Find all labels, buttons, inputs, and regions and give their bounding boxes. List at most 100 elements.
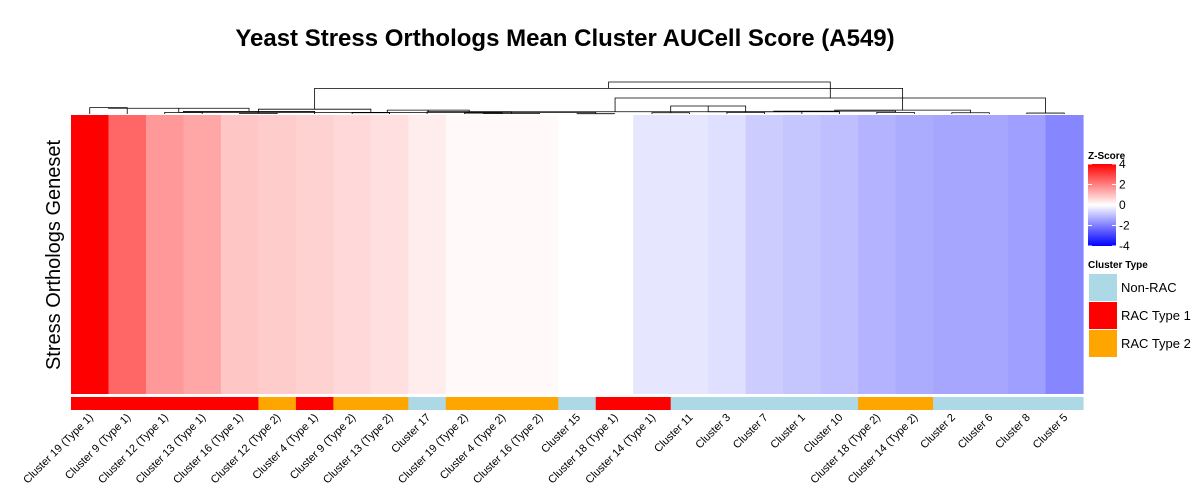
annotation-cell xyxy=(1045,397,1084,410)
column-label: Cluster 19 (Type 2) xyxy=(396,412,471,487)
cluster-type-legend: Cluster Type Non-RAC RAC Type 1 RAC Type 2 xyxy=(1088,260,1191,357)
column-label: Cluster 12 (Type 1) xyxy=(96,412,171,487)
column-label: Cluster 14 (Type 1) xyxy=(583,412,658,487)
zscore-legend: Z-Score 4 2 0 -2 -4 xyxy=(1088,151,1130,253)
zscore-tick-label: 4 xyxy=(1119,157,1126,171)
annotation-cell xyxy=(1008,397,1047,410)
heatmap-cell xyxy=(108,115,147,394)
annotation-cell xyxy=(858,397,897,410)
annotation-cell xyxy=(933,397,972,410)
chart-title: Yeast Stress Orthologs Mean Cluster AUCe… xyxy=(235,25,894,52)
zscore-gradient-bar xyxy=(1088,164,1116,246)
column-label: Cluster 6 xyxy=(956,412,996,452)
column-labels: Cluster 19 (Type 1)Cluster 9 (Type 1)Clu… xyxy=(21,412,1070,487)
heatmap-cell xyxy=(558,115,597,394)
heatmap-cell xyxy=(708,115,747,394)
annotation-cell xyxy=(483,397,522,410)
heatmap-cell xyxy=(145,115,185,394)
annotation-cell xyxy=(558,397,597,410)
annotation-cell xyxy=(108,397,147,410)
annotation-cell xyxy=(408,397,447,410)
heatmap-cell xyxy=(183,115,222,394)
heatmap-cell xyxy=(445,115,484,394)
heatmap-cell xyxy=(408,115,447,394)
column-label: Cluster 16 (Type 2) xyxy=(471,412,546,487)
heatmap-cell xyxy=(1008,115,1047,394)
column-label: Cluster 5 xyxy=(1031,412,1071,452)
cluster-type-swatch xyxy=(1089,302,1117,329)
dendrogram-branch xyxy=(726,112,765,114)
annotation-cell xyxy=(520,397,559,410)
heatmap-cell xyxy=(333,115,372,394)
column-label: Cluster 2 xyxy=(918,412,958,452)
zscore-tick-label: -4 xyxy=(1119,239,1130,253)
zscore-tick-label: 0 xyxy=(1119,198,1126,212)
column-label: Cluster 13 (Type 1) xyxy=(134,412,209,487)
column-label: Cluster 14 (Type 2) xyxy=(846,412,921,487)
column-label: Cluster 16 (Type 1) xyxy=(171,412,246,487)
cluster-type-label: RAC Type 1 xyxy=(1121,308,1191,323)
column-label: Cluster 12 (Type 2) xyxy=(209,412,284,487)
dendrogram-branch xyxy=(951,112,990,114)
annotation-cell xyxy=(370,397,409,410)
cluster-type-swatch xyxy=(1089,274,1117,301)
heatmap-cell xyxy=(258,115,297,394)
heatmap-cells xyxy=(71,115,1084,394)
heatmap-cell xyxy=(220,115,260,394)
column-label: Cluster 9 (Type 2) xyxy=(288,412,358,482)
cluster-type-annotation-bar xyxy=(71,397,1084,410)
dendrogram-branch xyxy=(608,81,831,98)
annotation-cell xyxy=(633,397,672,410)
heatmap-cell xyxy=(970,115,1009,394)
column-label: Cluster 7 xyxy=(731,412,771,452)
zscore-tick-label: -2 xyxy=(1119,219,1130,233)
heatmap-cell xyxy=(783,115,822,394)
cluster-type-label: Non-RAC xyxy=(1121,280,1177,295)
zscore-legend-ticks: 4 2 0 -2 -4 xyxy=(1088,157,1130,253)
dendrogram-branch xyxy=(1026,112,1065,114)
heatmap-cell xyxy=(895,115,934,394)
annotation-cell xyxy=(783,397,822,410)
y-axis-label: Stress Orthologs Geneset xyxy=(43,140,65,371)
annotation-cell xyxy=(333,397,372,410)
annotation-cell xyxy=(183,397,222,410)
dendrogram-branch xyxy=(314,88,904,111)
heatmap-cell xyxy=(933,115,972,394)
annotation-cell xyxy=(220,397,260,410)
column-label: Cluster 13 (Type 2) xyxy=(321,412,396,487)
annotation-cell xyxy=(745,397,784,410)
heatmap-cell xyxy=(1045,115,1084,394)
column-dendrogram xyxy=(89,81,1065,115)
annotation-cell xyxy=(295,397,334,410)
zscore-tick-label: 2 xyxy=(1119,178,1126,192)
annotation-cell xyxy=(258,397,297,410)
column-label: Cluster 9 (Type 1) xyxy=(63,412,133,482)
dendrogram-branch xyxy=(351,112,390,114)
heatmap-cell xyxy=(370,115,409,394)
heatmap-cell xyxy=(595,115,634,394)
dendrogram-branch xyxy=(239,112,278,114)
column-label: Cluster 8 xyxy=(993,412,1033,452)
column-label: Cluster 4 (Type 1) xyxy=(250,412,320,482)
annotation-cell xyxy=(445,397,484,410)
annotation-cell xyxy=(595,397,634,410)
zscore-legend-title: Z-Score xyxy=(1088,151,1126,162)
heatmap-cell xyxy=(483,115,522,394)
cluster-type-label: RAC Type 2 xyxy=(1121,336,1191,351)
annotation-cell xyxy=(820,397,859,410)
heatmap-cell xyxy=(633,115,672,394)
heatmap-cell xyxy=(858,115,897,394)
annotation-cell xyxy=(670,397,709,410)
dendrogram-branch xyxy=(876,112,915,114)
heatmap-cell xyxy=(745,115,784,394)
column-label: Cluster 4 (Type 2) xyxy=(438,412,508,482)
annotation-cell xyxy=(895,397,934,410)
heatmap-cell xyxy=(71,115,110,394)
heatmap-cell xyxy=(820,115,859,394)
cluster-type-legend-items: Non-RAC RAC Type 1 RAC Type 2 xyxy=(1089,274,1191,357)
annotation-cell xyxy=(145,397,185,410)
column-label: Cluster 3 xyxy=(693,412,733,452)
heatmap-cell xyxy=(295,115,334,394)
heatmap-cell xyxy=(670,115,709,394)
